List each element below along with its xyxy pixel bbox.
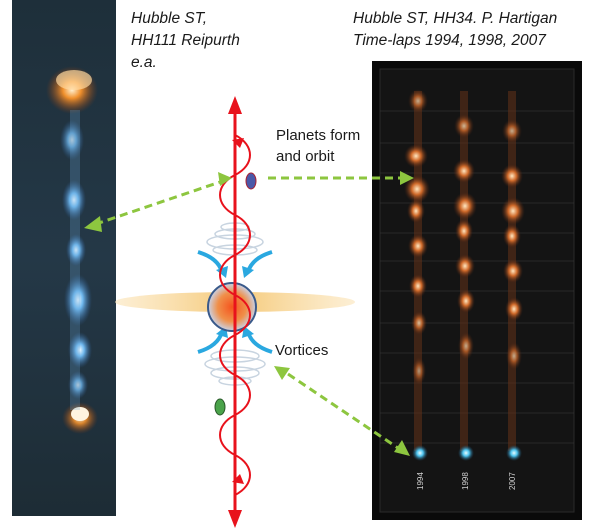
helical-field-line bbox=[219, 134, 251, 496]
planet-lower bbox=[214, 398, 226, 416]
arrowhead-right-photo-top bbox=[400, 171, 414, 185]
caption-left-line1: Hubble ST, bbox=[131, 10, 208, 27]
label-vortices: Vortices bbox=[275, 342, 329, 359]
caption-left-line3: e.a. bbox=[131, 54, 157, 71]
caption-right-line2: Time-laps 1994, 1998, 2007 bbox=[353, 32, 546, 49]
arrowhead-left-photo bbox=[84, 216, 102, 232]
central-star bbox=[207, 282, 257, 332]
caption-left-line2: HH111 Reipurth bbox=[131, 32, 240, 49]
arrowhead-right-photo-bottom bbox=[394, 440, 410, 456]
label-and-orbit: and orbit bbox=[276, 148, 335, 165]
arrowhead-upper-planet bbox=[218, 172, 232, 186]
helix-bottom-arrowhead bbox=[232, 474, 244, 484]
planet-upper bbox=[245, 172, 257, 190]
green-dashed-arrows bbox=[95, 176, 402, 450]
hh111-jet-photo bbox=[12, 0, 116, 516]
jet-bottom-arrowhead bbox=[228, 510, 242, 528]
arrowhead-vortex bbox=[274, 366, 290, 380]
hh34-timelapse-photo bbox=[372, 61, 582, 520]
jet-top-arrowhead bbox=[228, 96, 242, 114]
caption-right-line1: Hubble ST, HH34. P. Hartigan bbox=[353, 10, 558, 27]
label-planets-form: Planets form bbox=[276, 127, 361, 144]
helix-top-arrowhead bbox=[232, 138, 244, 148]
